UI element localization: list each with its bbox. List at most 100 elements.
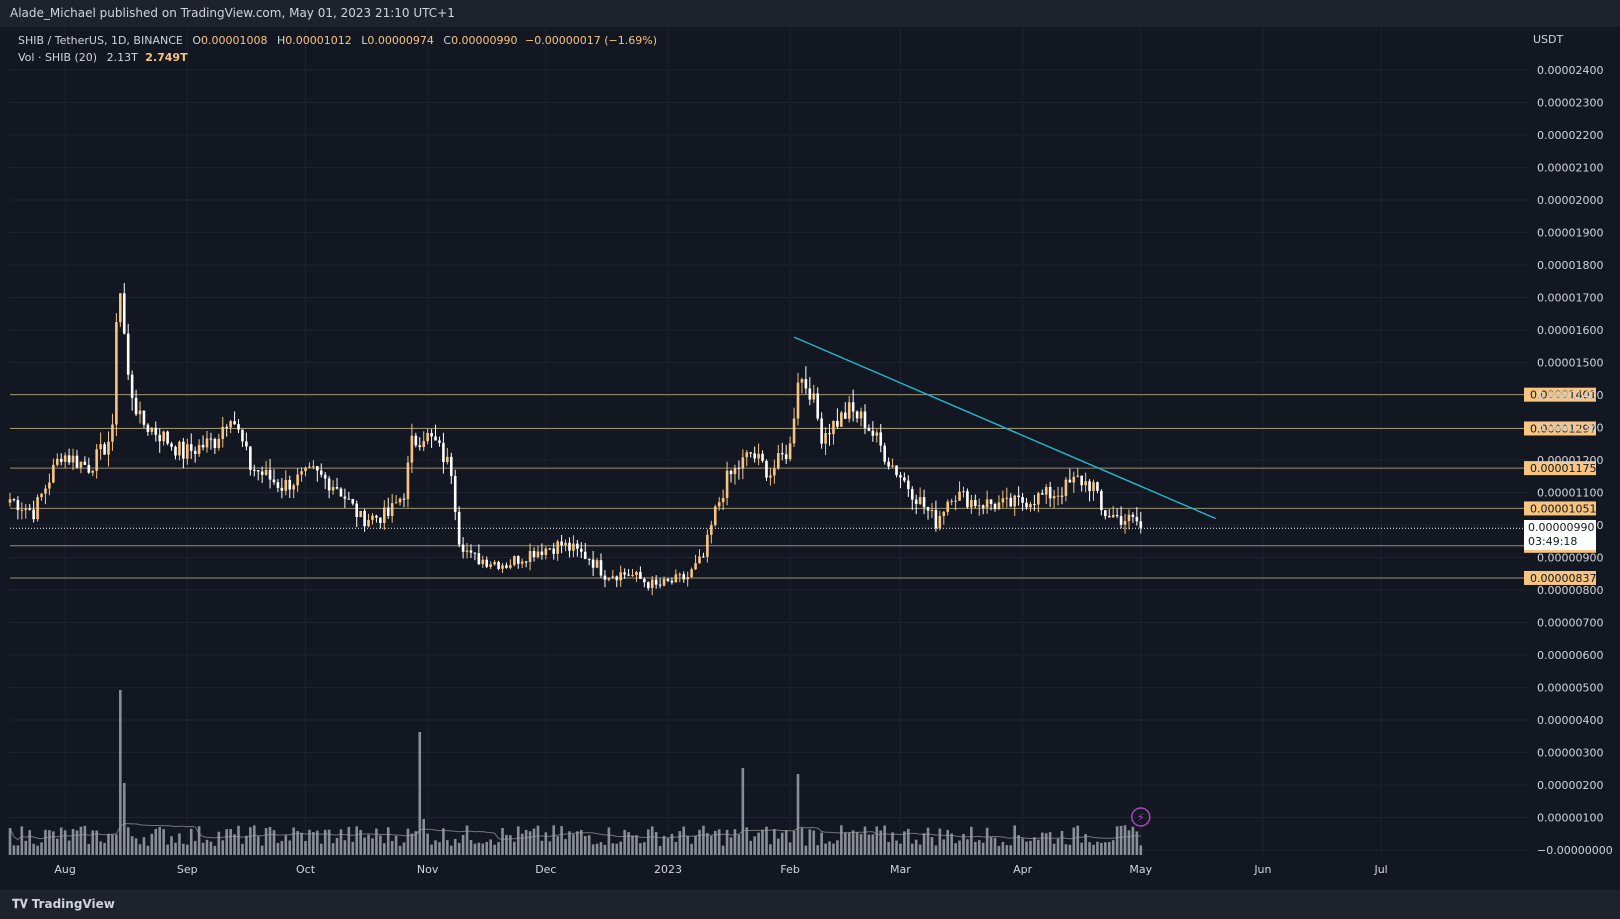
price-tick-label: 0.00000100 [1537,812,1603,825]
volume-bar [599,842,603,855]
candle-body [792,418,796,444]
candle-body [1072,476,1076,483]
candle-body [331,487,335,491]
volume-bar [607,827,611,855]
candle-body [753,453,756,459]
candle-body [997,502,1001,509]
volume-bar [209,841,213,855]
candle-body [292,485,295,490]
volume-label[interactable]: Vol · SHIB (20) [18,51,98,64]
volume-bar [780,832,784,855]
candle-body [1111,514,1115,518]
candle-body [528,551,532,563]
volume-bar [587,835,591,855]
candle-body [855,411,859,419]
candle-body [477,553,481,565]
high-label: H [276,34,286,47]
volume-bar [556,836,559,855]
candle-body [1100,490,1103,511]
candle-body [946,501,950,512]
candle-body [406,462,410,500]
price-chart[interactable]: 0.00001401 0.00001297 0.00001175 0.00001051… [0,27,1620,890]
volume-bar [394,835,398,855]
volume-bar [379,835,382,855]
candle-body [16,500,20,510]
candle-body [1135,516,1139,522]
volume-bar [312,832,315,855]
candle-body [840,412,843,427]
volume-bar [686,835,689,855]
volume-bar [371,838,374,855]
volume-bar [1025,841,1028,855]
candle-body [836,420,839,427]
volume-bar [386,827,390,855]
candle-body [130,374,134,398]
candle-body [1131,514,1135,517]
time-tick-label: Nov [417,863,439,876]
volume-bar [808,829,812,855]
price-tick-label: 0.00000400 [1537,714,1603,727]
candle-body [469,550,473,553]
candle-body [1104,510,1107,517]
candle-body [493,562,496,565]
candle-body [800,379,804,383]
volume-bar [457,842,461,855]
currency-label[interactable]: USDT [1533,33,1564,46]
candle-body [174,446,177,456]
candle-body [36,497,39,520]
volume-bar [729,837,733,855]
volume-bar [355,826,359,855]
candle-body [308,466,311,468]
candle-body [635,571,638,576]
level-badge [1524,387,1596,402]
volume-ma-line [9,823,1141,841]
volume-bar [910,843,914,855]
candle-body [733,467,737,475]
volume-bar [619,841,622,855]
price-tick-label: 0.00000800 [1537,584,1603,597]
volume-bar [788,842,792,855]
candle-body [812,393,816,400]
candle-body [1060,495,1064,497]
volume-bar [513,841,516,855]
volume-bar [130,836,134,855]
time-tick-label: May [1129,863,1152,876]
candle-body [568,542,571,551]
candle-body [197,444,201,454]
volume-bar [1029,840,1032,855]
candle-body [465,550,469,552]
candle-body [418,445,422,448]
candle-body [386,507,390,516]
volume-bar [335,837,339,855]
candle-body [895,465,898,476]
candle-body [1040,493,1044,495]
volume-bar [658,845,662,855]
volume-bar [1131,826,1135,855]
candle-body [264,469,268,475]
candle-body [146,424,150,432]
candle-body [1009,497,1013,507]
volume-bar [1084,834,1087,855]
volume-bar [532,828,536,855]
volume-bar [528,831,532,855]
candle-body [32,509,35,520]
candle-body [229,421,232,428]
candle-body [394,502,398,504]
candle-body [871,430,875,436]
volume-bar [260,845,264,855]
published-header: Alade_Michael published on TradingView.c… [0,0,1620,27]
candle-body [513,556,516,566]
tradingview-logo[interactable]: 𝐓𝐕 TradingView [12,890,115,919]
symbol-name[interactable]: SHIB / TetherUS, 1D, BINANCE [18,34,183,47]
candle-body [260,471,264,475]
candle-body [773,468,776,476]
candle-body [296,474,299,486]
candle-body [536,551,540,558]
volume-bar [477,842,481,855]
candle-body [576,543,579,549]
volume-bar [122,783,126,855]
volume-bar [150,833,154,855]
volume-bar [63,830,67,855]
volume-bar [1107,841,1111,855]
candle-body [524,561,528,563]
